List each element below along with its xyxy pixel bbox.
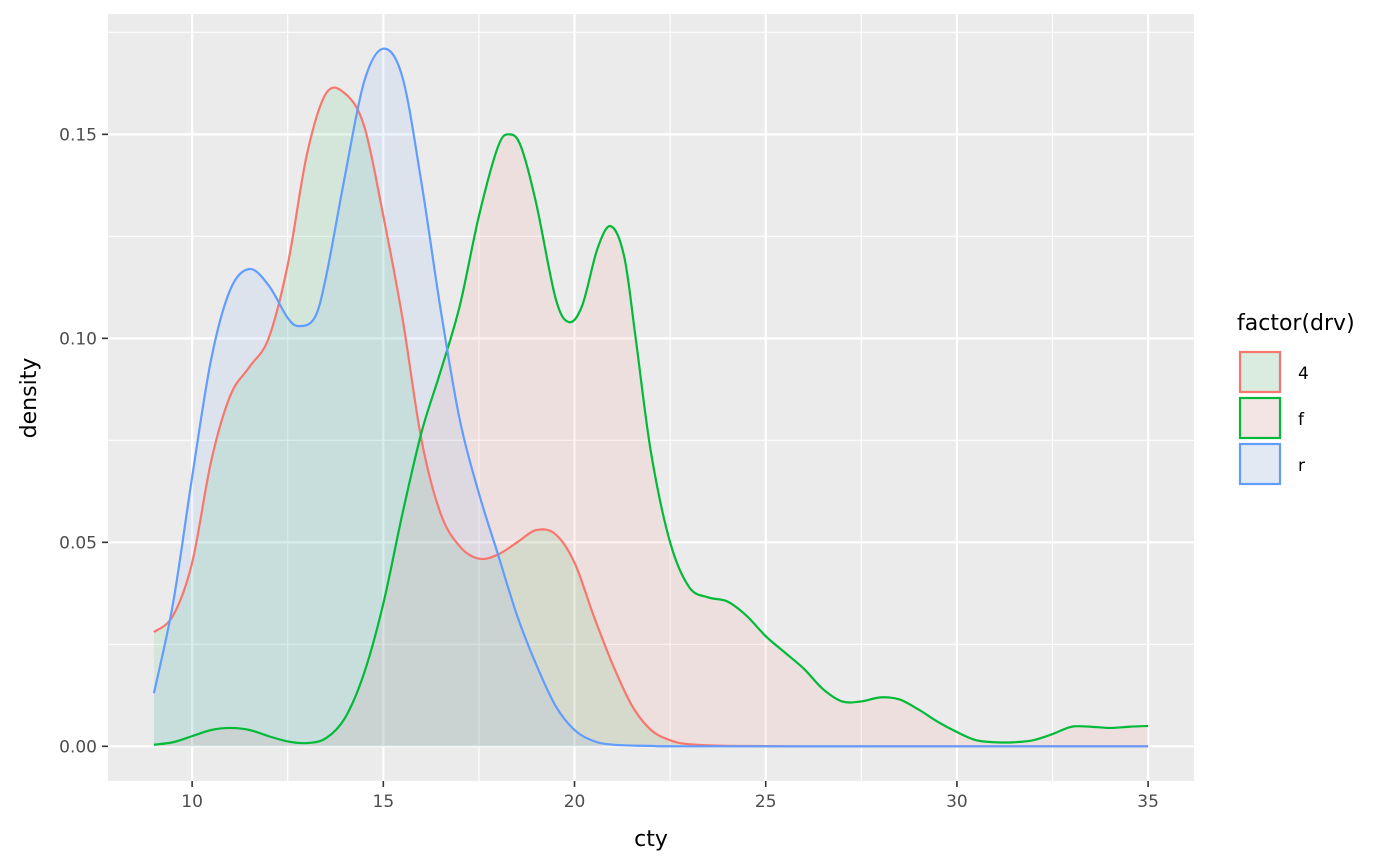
plot-panel [108,14,1194,781]
minor-gridlines [108,14,1194,781]
density-area-r [153,48,1149,747]
x-tick-label: 10 [181,792,203,812]
x-axis-title: cty [634,827,668,852]
y-axis-title: density [17,358,42,439]
y-axis-ticks: 0.00 0.05 0.10 0.15 [59,125,108,757]
x-tick-label: 20 [564,792,586,812]
x-tick-label: 25 [755,792,777,812]
legend-title: factor(drv) [1237,311,1355,336]
y-tick-label: 0.05 [59,533,97,553]
legend-key-bg-4 [1239,351,1281,393]
density-line-f [153,133,1149,746]
legend-label-4: 4 [1298,364,1309,384]
density-lines [152,47,1149,748]
legend-key-f [1238,396,1282,440]
legend-key-bg-f [1239,397,1281,439]
y-tick-label: 0.15 [59,125,97,145]
density-area-4 [153,87,1149,747]
x-tick-label: 15 [373,792,395,812]
y-tick-label: 0.10 [59,329,97,349]
density-line-r [152,47,1149,748]
x-tick-label: 30 [946,792,968,812]
x-axis-ticks: 10 15 20 25 30 35 [181,781,1159,812]
density-fills [153,48,1149,747]
legend: 4 f r [1238,350,1309,486]
legend-key-4 [1238,350,1282,394]
legend-key-r [1238,442,1282,486]
x-tick-label: 35 [1137,792,1159,812]
density-area-f [153,134,1149,747]
legend-label-f: f [1298,410,1305,430]
legend-label-r: r [1298,456,1305,476]
y-tick-label: 0.00 [59,737,97,757]
density-line-4 [153,86,1149,748]
legend-key-bg-r [1239,443,1281,485]
